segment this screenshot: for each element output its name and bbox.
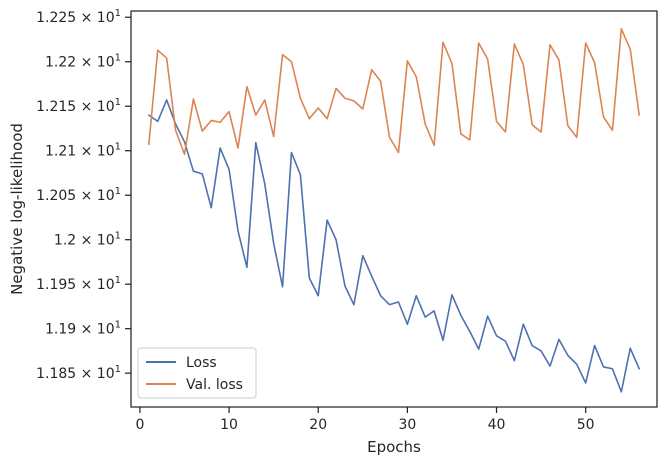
- series-line-val-loss: [148, 27, 640, 156]
- y-tick-label: 1.225 × 101: [36, 8, 121, 26]
- legend: Loss Val. loss: [137, 347, 257, 399]
- y-tick-label: 1.215 × 101: [36, 97, 121, 115]
- x-tick-label: 20: [309, 417, 327, 433]
- x-axis-label: Epochs: [367, 438, 421, 456]
- plot-area-frame: [130, 10, 658, 408]
- legend-box: [137, 347, 257, 399]
- y-tick-label: 1.185 × 101: [36, 364, 121, 382]
- x-tick-label: 40: [488, 417, 506, 433]
- y-tick-label: 1.195 × 101: [36, 275, 121, 293]
- x-tick-label: 30: [398, 417, 416, 433]
- y-tick-label: 1.22 × 101: [45, 53, 121, 71]
- y-tick-label: 1.2 × 101: [54, 231, 121, 249]
- y-tick-label: 1.19 × 101: [45, 320, 121, 338]
- legend-label-loss: Loss: [186, 355, 217, 371]
- y-tick-label: 1.205 × 101: [36, 186, 121, 204]
- series-line-loss: [148, 99, 640, 393]
- legend-label-val-loss: Val. loss: [186, 377, 243, 393]
- series-layer: [148, 27, 640, 393]
- y-axis-ticks: 1.185 × 101 1.19 × 101 1.195 × 101 1.2 × 10…: [36, 8, 131, 382]
- x-axis-ticks: 0 10 20 30 40 50: [135, 407, 595, 433]
- x-tick-label: 50: [577, 417, 595, 433]
- x-tick-label: 0: [135, 417, 144, 433]
- y-tick-label: 1.21 × 101: [45, 142, 121, 160]
- x-tick-label: 10: [220, 417, 238, 433]
- y-axis-label: Negative log-likelihood: [8, 123, 26, 295]
